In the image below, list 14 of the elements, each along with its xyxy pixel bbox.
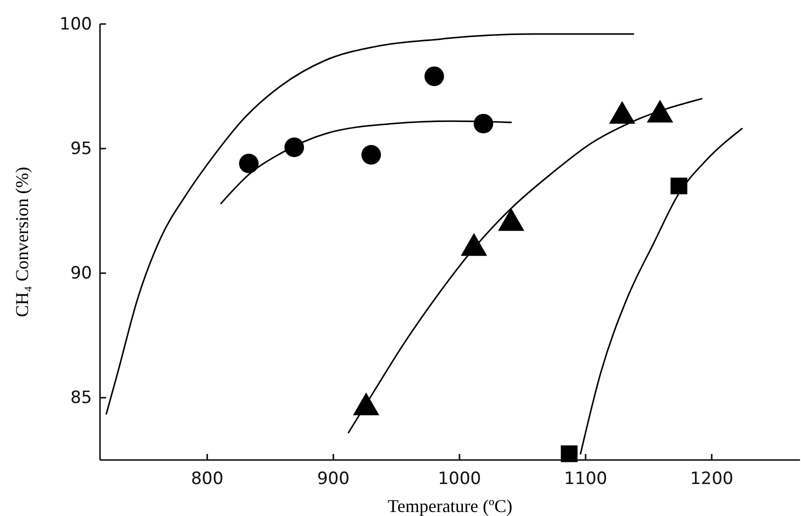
y-tick-label: 90 (70, 264, 92, 284)
x-tick-label: 800 (190, 469, 224, 490)
line-series (348, 98, 702, 434)
x-tick-label: 1200 (690, 469, 734, 490)
x-tick-label: 1100 (564, 469, 608, 490)
y-tick-label: 85 (70, 388, 92, 408)
x-tick-label: 1000 (438, 469, 482, 490)
y-tick-label: 95 (70, 139, 92, 160)
x-tick-label: 900 (317, 469, 350, 490)
line-series (580, 128, 743, 455)
y-tick-label: 100 (60, 14, 92, 34)
line-series (106, 33, 634, 415)
x-axis-title: Temperature (ºC) (388, 496, 512, 516)
y-axis-title: CH₄ Conversion (%) (12, 166, 32, 318)
